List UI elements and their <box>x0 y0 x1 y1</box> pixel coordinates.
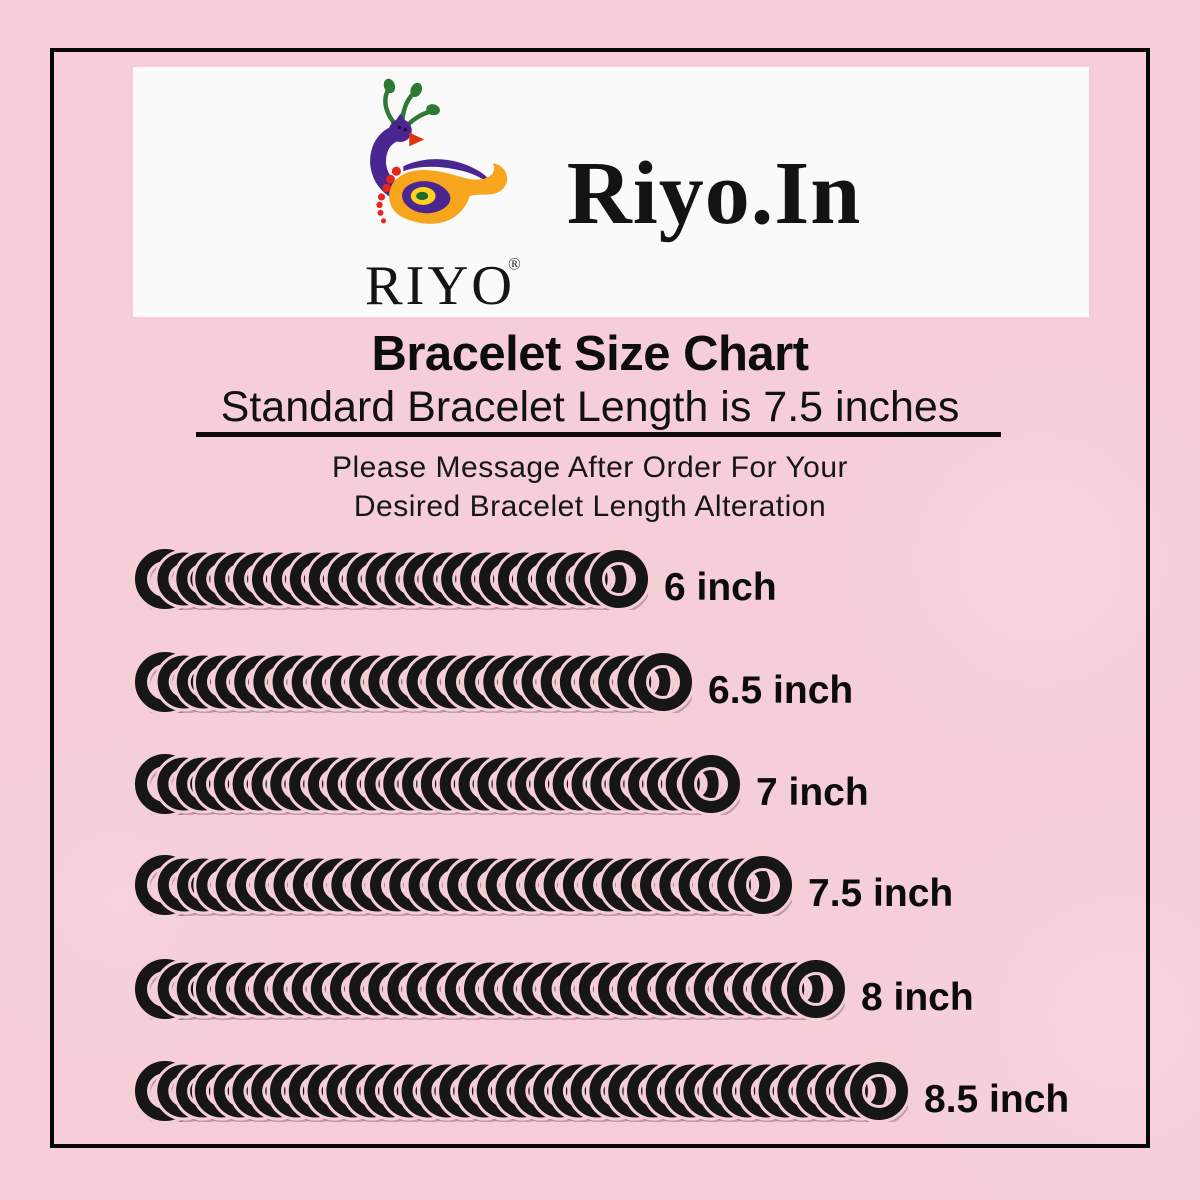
page-title: Bracelet Size Chart <box>371 327 809 381</box>
size-label: 8 inch <box>861 976 974 1019</box>
size-row: 8 inch <box>135 958 974 1020</box>
size-row: 6 inch <box>135 548 777 610</box>
subtitle: Standard Bracelet Length is 7.5 inches <box>220 383 960 431</box>
brand-header-card: RIYO ® Riyo.In <box>133 67 1089 317</box>
note-line-2: Desired Bracelet Length Alteration <box>353 490 827 523</box>
registered-mark: ® <box>508 254 521 273</box>
size-label: 7.5 inch <box>808 872 954 915</box>
size-label: 6.5 inch <box>708 669 854 712</box>
size-label: 8.5 inch <box>924 1078 1070 1121</box>
size-label: 6 inch <box>664 566 777 609</box>
note-line-1: Please Message After Order For Your <box>331 451 849 484</box>
size-row: 8.5 inch <box>135 1060 1069 1122</box>
logo-word: RIYO <box>365 255 515 313</box>
border-frame <box>50 48 1150 1148</box>
chain-illustration <box>135 854 792 916</box>
brand-name: Riyo.In <box>566 143 862 243</box>
size-row: 7.5 inch <box>135 854 953 916</box>
chain-illustration <box>135 651 692 713</box>
chain-illustration <box>135 548 648 610</box>
size-label: 7 inch <box>756 771 869 814</box>
note-text: Please Message After Order For Your Desi… <box>0 448 1180 526</box>
divider-rule <box>196 432 1001 437</box>
chain-illustration <box>135 1060 908 1122</box>
size-row: 7 inch <box>135 753 869 815</box>
size-row: 6.5 inch <box>135 651 853 713</box>
chain-illustration <box>135 958 845 1020</box>
chain-illustration <box>135 753 740 815</box>
peacock-logo-icon: RIYO ® <box>365 78 521 313</box>
